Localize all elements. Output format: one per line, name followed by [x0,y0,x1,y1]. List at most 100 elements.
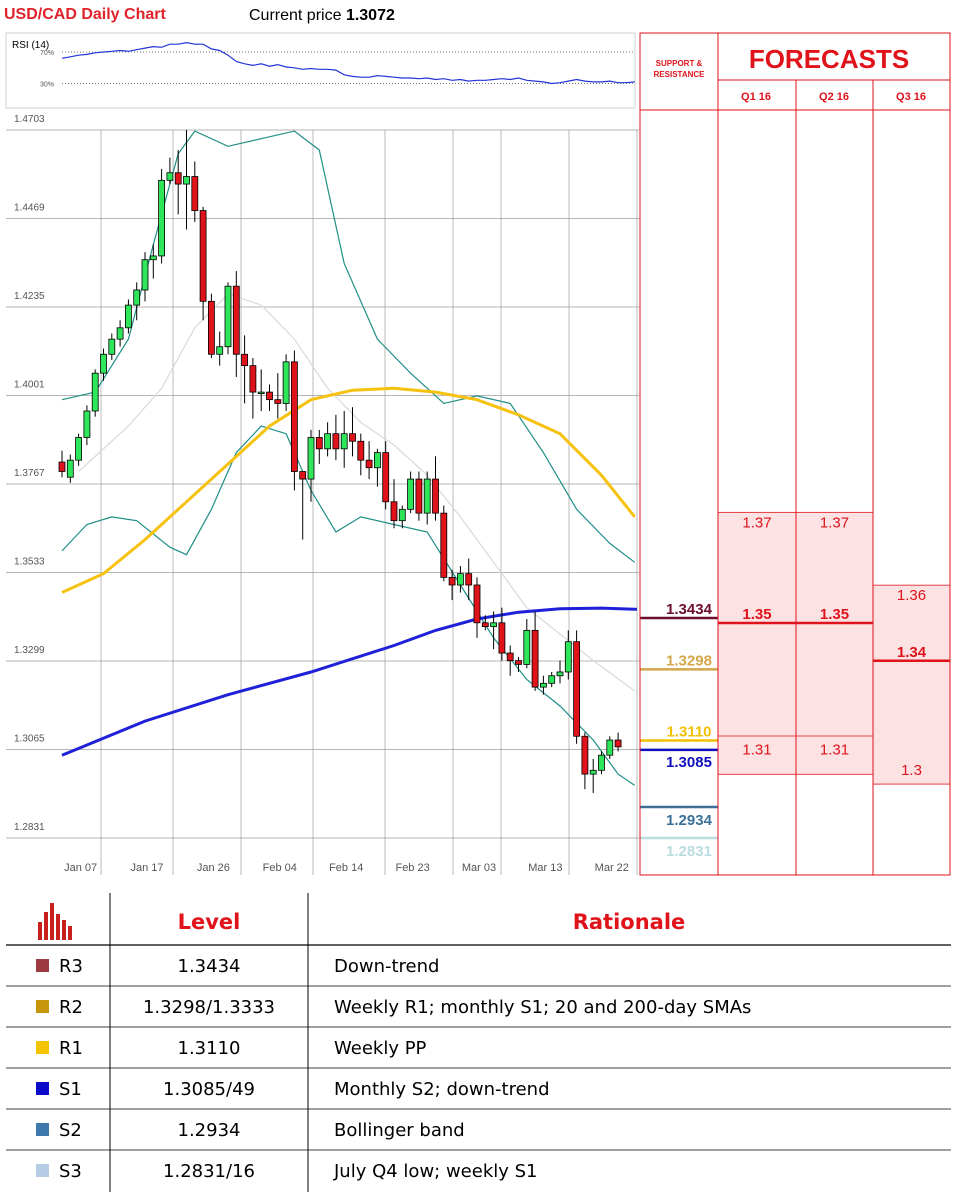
candle-body [423,478,431,514]
candle [540,675,547,695]
candle [440,505,448,582]
candle-body [324,433,332,450]
y-tick-label: 1.4469 [14,203,45,214]
x-tick-label: Jan 17 [130,862,163,874]
candle [614,732,622,752]
candle-body [216,346,224,355]
row-level: 1.3085/49 [163,1079,255,1100]
candle-body [606,739,614,756]
candle-body [66,459,74,478]
candle [191,161,199,222]
candle-body [498,622,506,654]
forecast-low: 1.31 [742,741,771,758]
forecast-high: 1.36 [897,587,926,604]
candle-body [349,433,356,442]
forecast-mid: 1.35 [820,606,849,623]
candle-body [191,176,199,211]
candle [365,441,373,480]
candle-body [199,210,207,302]
candle [382,441,390,510]
candle [456,566,464,593]
candle [515,656,522,672]
row-name: R3 [59,956,83,977]
row-level: 1.3298/1.3333 [143,997,275,1018]
candle-body [174,172,182,185]
candle [465,558,473,601]
candle-body [108,338,116,355]
bar-icon-bar [68,926,72,940]
candle [108,333,116,360]
sr-level-label: 1.2934 [666,812,713,829]
y-tick-label: 1.3299 [14,645,45,656]
candle [498,607,506,661]
candle [141,252,149,302]
x-tick-label: Mar 13 [528,862,562,874]
y-tick-label: 1.3065 [14,734,45,745]
current-price-label: Current price [249,7,342,24]
candle [606,736,614,759]
candle [174,150,182,215]
x-tick-label: Jan 07 [64,862,97,874]
candle [249,358,257,419]
candle-body [531,629,539,688]
candle-body [149,255,157,261]
candle-body [340,433,348,450]
candle-body [465,573,473,586]
candle [506,645,514,676]
candle-body [141,259,149,291]
candle [556,660,564,684]
candle [58,450,66,478]
candle-body [440,512,448,578]
candle-body [58,461,66,472]
candle [166,157,174,185]
row-name: R2 [59,997,83,1018]
candle [390,479,398,529]
sr-level-label: 1.3298 [666,652,712,669]
forecast-range-box [795,511,874,775]
sma20-line [78,293,636,692]
row-color-swatch [36,1082,49,1095]
candle [257,369,265,412]
candle-body [166,172,174,181]
candle [598,751,605,775]
table-row: R1 1.3110 Weekly PP [6,1026,951,1059]
candle-body [257,391,265,394]
x-tick-label: Mar 22 [595,862,629,874]
candle [324,422,332,457]
candle [149,244,157,279]
candle-body [365,459,373,469]
y-tick-label: 1.4001 [14,380,45,391]
candle-body [133,289,141,306]
candle-body [523,629,531,665]
candle-body [564,641,572,673]
forecast-low: 1.3 [901,762,922,779]
y-tick-label: 1.2831 [14,822,45,833]
candle-body [83,410,91,438]
bar-icon-bar [38,922,42,940]
y-tick-label: 1.4235 [14,291,45,302]
candle [589,758,597,793]
forecast-range-box [717,511,797,775]
row-color-swatch [36,1000,49,1013]
candle-body [183,176,190,185]
candle-body [116,327,124,340]
forecast-mid: 1.35 [742,606,771,623]
forecast-low: 1.31 [820,741,849,758]
forecast-col-q2: Q2 16 [819,91,849,103]
candle [315,429,323,464]
sr-header-line1: SUPPORT & [656,59,703,68]
row-color-swatch [36,1164,49,1177]
candle-body [598,754,605,771]
candle-body [456,573,464,586]
bar-chart-icon [38,903,72,940]
candle-body [407,478,415,510]
candle-body [573,641,580,737]
candle-body [415,478,423,514]
candle-body [100,353,107,374]
candle-body [614,739,622,748]
candle-body [481,622,489,627]
candle-body [448,577,456,586]
rsi-panel: RSI (14) 70% 30% [5,32,636,109]
candle [125,299,132,334]
candle-body [398,508,406,522]
